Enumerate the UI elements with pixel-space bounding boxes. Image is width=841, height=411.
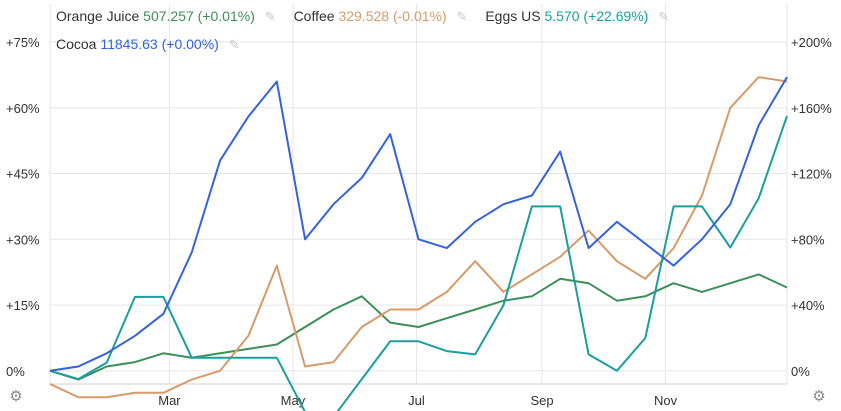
legend-series-change: (+22.69%) [583, 8, 649, 24]
chart-legend: Orange Juice 507.257 (+0.01%) ✎ Coffee 3… [56, 8, 756, 64]
legend-series-value: 329.528 [338, 8, 390, 24]
legend-series-value: 11845.63 [100, 36, 158, 52]
y-right-tick-label: +120% [791, 167, 832, 182]
legend-series-change: (-0.01%) [392, 8, 447, 24]
y-right-tick-label: 0% [791, 364, 810, 379]
legend-series-name: Cocoa [56, 36, 97, 52]
x-tick-label: Sep [530, 393, 553, 408]
legend-item-coffee[interactable]: Coffee 329.528 (-0.01%) ✎ [294, 8, 468, 25]
y-left-tick-label: +75% [6, 35, 40, 50]
y-right-tick-label: +40% [791, 298, 825, 313]
y-left-tick-label: +30% [6, 232, 40, 247]
legend-item-eggs-us[interactable]: Eggs US 5.570 (+22.69%) ✎ [485, 8, 669, 25]
y-left-tick-label: +45% [6, 167, 40, 182]
series-line-cocoa [49, 76, 788, 372]
pencil-icon[interactable]: ✎ [264, 9, 276, 24]
y-left-tick-label: +15% [6, 298, 40, 313]
y-left-tick-label: +60% [6, 101, 40, 116]
legend-item-cocoa[interactable]: Cocoa 11845.63 (+0.00%) ✎ [56, 36, 240, 53]
y-right-tick-label: +200% [791, 35, 832, 50]
legend-series-value: 5.570 [544, 8, 580, 24]
legend-series-change: (+0.00%) [161, 36, 219, 52]
series-line-orange-juice [49, 273, 788, 381]
legend-row: Orange Juice 507.257 (+0.01%) ✎ Coffee 3… [56, 8, 756, 36]
legend-series-change: (+0.01%) [197, 8, 255, 24]
pencil-icon[interactable]: ✎ [658, 9, 670, 24]
pencil-icon[interactable]: ✎ [228, 37, 240, 52]
legend-series-name: Coffee [293, 8, 335, 24]
legend-item-orange-juice[interactable]: Orange Juice 507.257 (+0.01%) ✎ [56, 8, 276, 25]
y-left-tick-label: 0% [6, 364, 25, 379]
x-tick-label: May [281, 393, 306, 408]
legend-series-value: 507.257 [143, 8, 194, 24]
legend-series-name: Eggs US [485, 8, 541, 24]
legend-series-name: Orange Juice [56, 8, 140, 24]
y-right-tick-label: +160% [791, 101, 832, 116]
y-right-tick-label: +80% [791, 232, 825, 247]
x-tick-label: Nov [654, 393, 678, 408]
legend-row: Cocoa 11845.63 (+0.00%) ✎ [56, 36, 756, 64]
gear-icon[interactable]: ⚙ [812, 388, 826, 405]
series-line-eggs-us [49, 115, 788, 411]
x-tick-label: Mar [158, 393, 181, 408]
gear-icon[interactable]: ⚙ [9, 388, 23, 405]
x-tick-label: Jul [408, 393, 425, 408]
pencil-icon[interactable]: ✎ [456, 9, 468, 24]
